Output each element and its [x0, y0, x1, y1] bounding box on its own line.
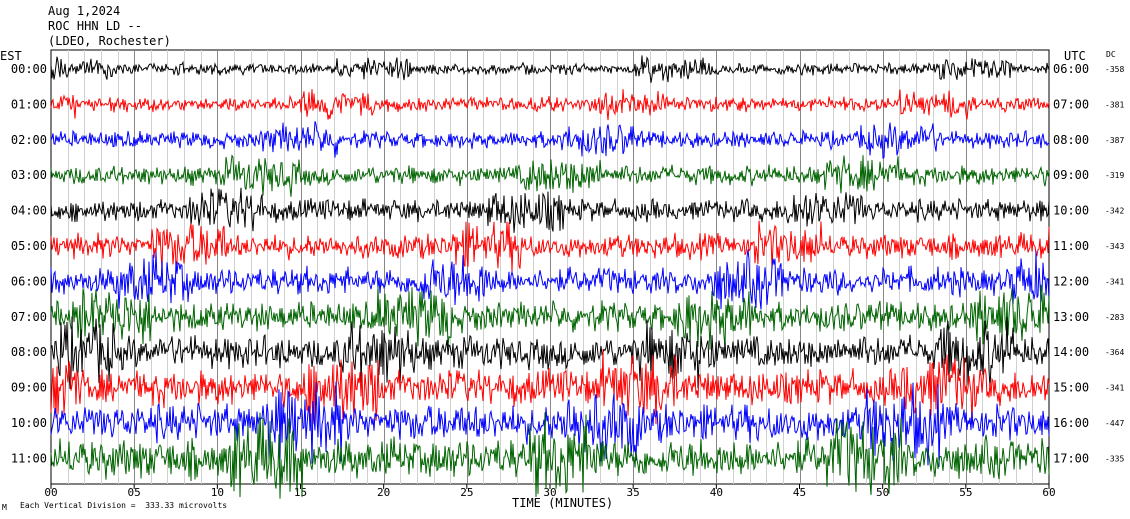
x-tick-label: 25	[460, 486, 473, 499]
utc-hour-label: 17:00	[1053, 451, 1089, 465]
x-tick-label: 45	[793, 486, 806, 499]
utc-hour-label: 12:00	[1053, 274, 1089, 288]
seismic-trace	[50, 381, 1050, 468]
footer-note: Each Vertical Division = 333.33 microvol…	[20, 501, 228, 510]
seismic-trace	[50, 89, 1050, 121]
est-hour-label: 03:00	[11, 168, 47, 182]
dc-offset-label: -341	[1105, 384, 1124, 393]
est-hour-label: 05:00	[11, 239, 47, 253]
dc-offset-label: -343	[1105, 242, 1124, 251]
header-network: (LDEO, Rochester)	[48, 34, 171, 48]
seismic-trace	[50, 284, 1050, 350]
dc-offset-label: -335	[1105, 454, 1124, 463]
x-tick-label: 55	[959, 486, 972, 499]
header-station: ROC HHN LD --	[48, 19, 142, 33]
dc-offset-label: -387	[1105, 136, 1124, 145]
header-date: Aug 1,2024	[48, 4, 121, 18]
utc-hour-label: 07:00	[1053, 97, 1089, 111]
x-tick-label: 00	[44, 486, 57, 499]
est-hour-label: 02:00	[11, 133, 47, 147]
x-tick-label: 10	[211, 486, 224, 499]
x-tick-label: 15	[294, 486, 307, 499]
dc-title: DC	[1106, 50, 1116, 59]
seismic-trace	[50, 249, 1050, 310]
est-hour-label: 09:00	[11, 381, 47, 395]
est-hour-label: 01:00	[11, 97, 47, 111]
x-tick-label: 40	[710, 486, 723, 499]
dc-offset-label: -447	[1105, 419, 1124, 428]
dc-offset-label: -283	[1105, 313, 1124, 322]
x-tick-label: 60	[1042, 486, 1055, 499]
seismic-trace	[50, 349, 1050, 425]
seismic-trace	[50, 316, 1050, 390]
est-hour-label: 04:00	[11, 204, 47, 218]
est-hour-label: 10:00	[11, 416, 47, 430]
dc-offset-label: -342	[1105, 207, 1124, 216]
seismic-trace	[50, 121, 1050, 159]
seismic-trace	[50, 154, 1050, 197]
est-hour-label: 07:00	[11, 310, 47, 324]
utc-hour-label: 13:00	[1053, 310, 1089, 324]
x-tick-label: 30	[543, 486, 556, 499]
x-tick-label: 20	[377, 486, 390, 499]
est-hour-label: 00:00	[11, 62, 47, 76]
utc-hour-label: 06:00	[1053, 62, 1089, 76]
utc-hour-label: 10:00	[1053, 204, 1089, 218]
seismic-trace	[50, 220, 1050, 273]
footer-mark: M	[2, 503, 7, 512]
seismic-trace	[50, 412, 1050, 499]
dc-offset-label: -381	[1105, 100, 1124, 109]
dc-offset-label: -319	[1105, 171, 1124, 180]
est-hour-label: 11:00	[11, 451, 47, 465]
right-axis-title: UTC	[1064, 49, 1086, 63]
utc-hour-label: 14:00	[1053, 345, 1089, 359]
utc-hour-label: 11:00	[1053, 239, 1089, 253]
x-axis-label: TIME (MINUTES)	[512, 496, 614, 510]
est-hour-label: 06:00	[11, 274, 47, 288]
dc-offset-label: -341	[1105, 277, 1124, 286]
seismic-trace	[50, 187, 1050, 233]
utc-hour-label: 16:00	[1053, 416, 1089, 430]
est-hour-label: 08:00	[11, 345, 47, 359]
dc-offset-label: -358	[1105, 65, 1124, 74]
left-axis-title: EST	[0, 49, 22, 63]
seismic-trace	[50, 55, 1050, 83]
utc-hour-label: 15:00	[1053, 381, 1089, 395]
x-tick-label: 50	[876, 486, 889, 499]
utc-hour-label: 09:00	[1053, 168, 1089, 182]
dc-offset-label: -364	[1105, 348, 1124, 357]
x-tick-label: 35	[627, 486, 640, 499]
utc-hour-label: 08:00	[1053, 133, 1089, 147]
x-tick-label: 05	[128, 486, 141, 499]
